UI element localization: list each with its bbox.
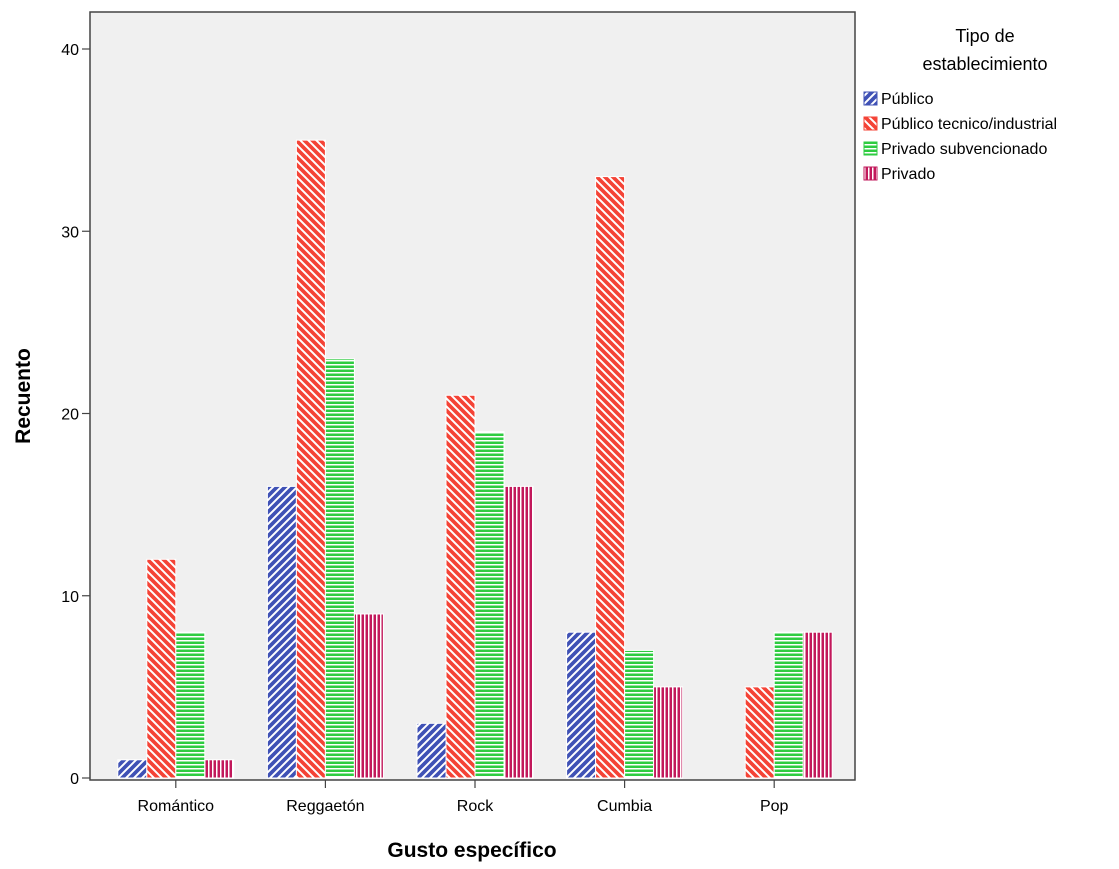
- legend-label: Público: [881, 91, 934, 108]
- bar: [503, 485, 534, 779]
- bar: [474, 431, 505, 779]
- legend-swatch: [863, 116, 878, 131]
- bar: [353, 613, 384, 779]
- y-axis: 0 10 20 30 40: [61, 42, 90, 788]
- y-tick-label: 0: [70, 771, 79, 788]
- x-axis: Romántico Reggaetón Rock Cumbia Pop: [138, 780, 789, 815]
- bar: [566, 631, 597, 779]
- bar: [295, 139, 326, 779]
- legend-swatch: [863, 166, 878, 181]
- bar: [773, 631, 804, 779]
- bar: [175, 631, 206, 779]
- bar: [595, 176, 626, 779]
- bar: [146, 558, 177, 779]
- legend: Tipo de establecimiento Público Público t…: [863, 26, 1057, 183]
- x-tick-label: Rock: [457, 798, 494, 815]
- legend-label: Privado subvencionado: [881, 141, 1047, 158]
- y-tick-label: 30: [61, 224, 79, 241]
- bar: [204, 759, 235, 779]
- legend-title-line-2: establecimiento: [922, 54, 1047, 74]
- y-tick-label: 10: [61, 589, 79, 606]
- bar: [416, 722, 447, 779]
- legend-label: Público tecnico/industrial: [881, 116, 1057, 133]
- x-tick-label: Romántico: [138, 798, 215, 815]
- x-tick-label: Cumbia: [597, 798, 652, 815]
- bar: [445, 394, 476, 779]
- bar: [266, 485, 297, 779]
- bars-group: [117, 139, 833, 779]
- bar: [653, 686, 684, 779]
- x-tick-label: Pop: [760, 798, 789, 815]
- y-axis-label: Recuento: [12, 348, 35, 444]
- legend-swatch: [863, 91, 878, 106]
- bar: [324, 358, 355, 779]
- legend-items: Público Público tecnico/industrial Privado…: [863, 91, 1057, 183]
- legend-label: Privado: [881, 166, 935, 183]
- bar: [744, 686, 775, 779]
- bar: [624, 649, 655, 779]
- bar: [117, 759, 148, 779]
- y-tick-label: 40: [61, 42, 79, 59]
- y-tick-label: 20: [61, 407, 79, 424]
- x-axis-label: Gusto específico: [387, 839, 556, 862]
- legend-title-line-1: Tipo de: [955, 26, 1014, 46]
- bar: [802, 631, 833, 779]
- x-tick-label: Reggaetón: [286, 798, 364, 815]
- legend-swatch: [863, 141, 878, 156]
